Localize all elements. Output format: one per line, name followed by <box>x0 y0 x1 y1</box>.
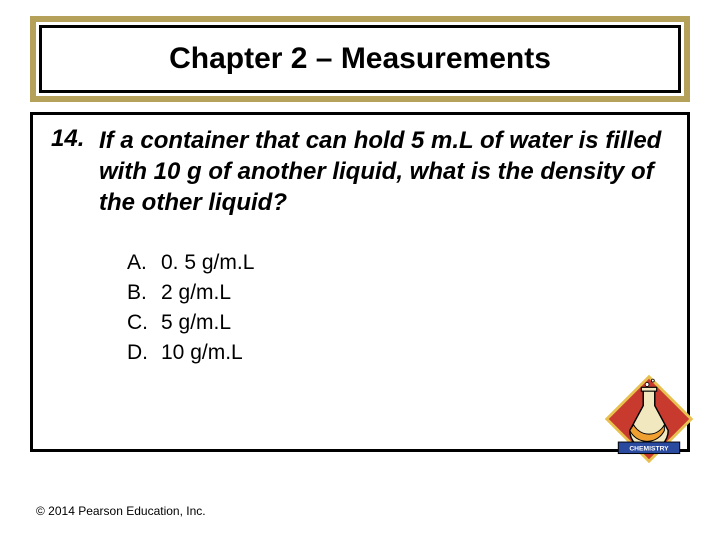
option-a: A. 0. 5 g/m.L <box>127 251 669 275</box>
option-letter: A. <box>127 251 161 275</box>
option-text: 10 g/m.L <box>161 341 243 365</box>
option-letter: C. <box>127 311 161 335</box>
option-text: 5 g/m.L <box>161 311 231 335</box>
chapter-title: Chapter 2 – Measurements <box>62 42 658 76</box>
question-row: 14. If a container that can hold 5 m.L o… <box>51 125 669 219</box>
question-number: 14. <box>51 125 99 153</box>
badge-label: CHEMISTRY <box>629 446 669 453</box>
options-list: A. 0. 5 g/m.L B. 2 g/m.L C. 5 g/m.L D. 1… <box>127 251 669 365</box>
option-d: D. 10 g/m.L <box>127 341 669 365</box>
option-text: 2 g/m.L <box>161 281 231 305</box>
content-frame: 14. If a container that can hold 5 m.L o… <box>30 112 690 452</box>
chemistry-badge-icon: CHEMISTRY <box>601 371 697 467</box>
option-c: C. 5 g/m.L <box>127 311 669 335</box>
title-frame: Chapter 2 – Measurements <box>30 16 690 102</box>
option-b: B. 2 g/m.L <box>127 281 669 305</box>
question-text: If a container that can hold 5 m.L of wa… <box>99 125 669 219</box>
option-letter: B. <box>127 281 161 305</box>
option-text: 0. 5 g/m.L <box>161 251 254 275</box>
option-letter: D. <box>127 341 161 365</box>
title-inner: Chapter 2 – Measurements <box>39 25 681 93</box>
copyright-text: © 2014 Pearson Education, Inc. <box>36 504 206 518</box>
